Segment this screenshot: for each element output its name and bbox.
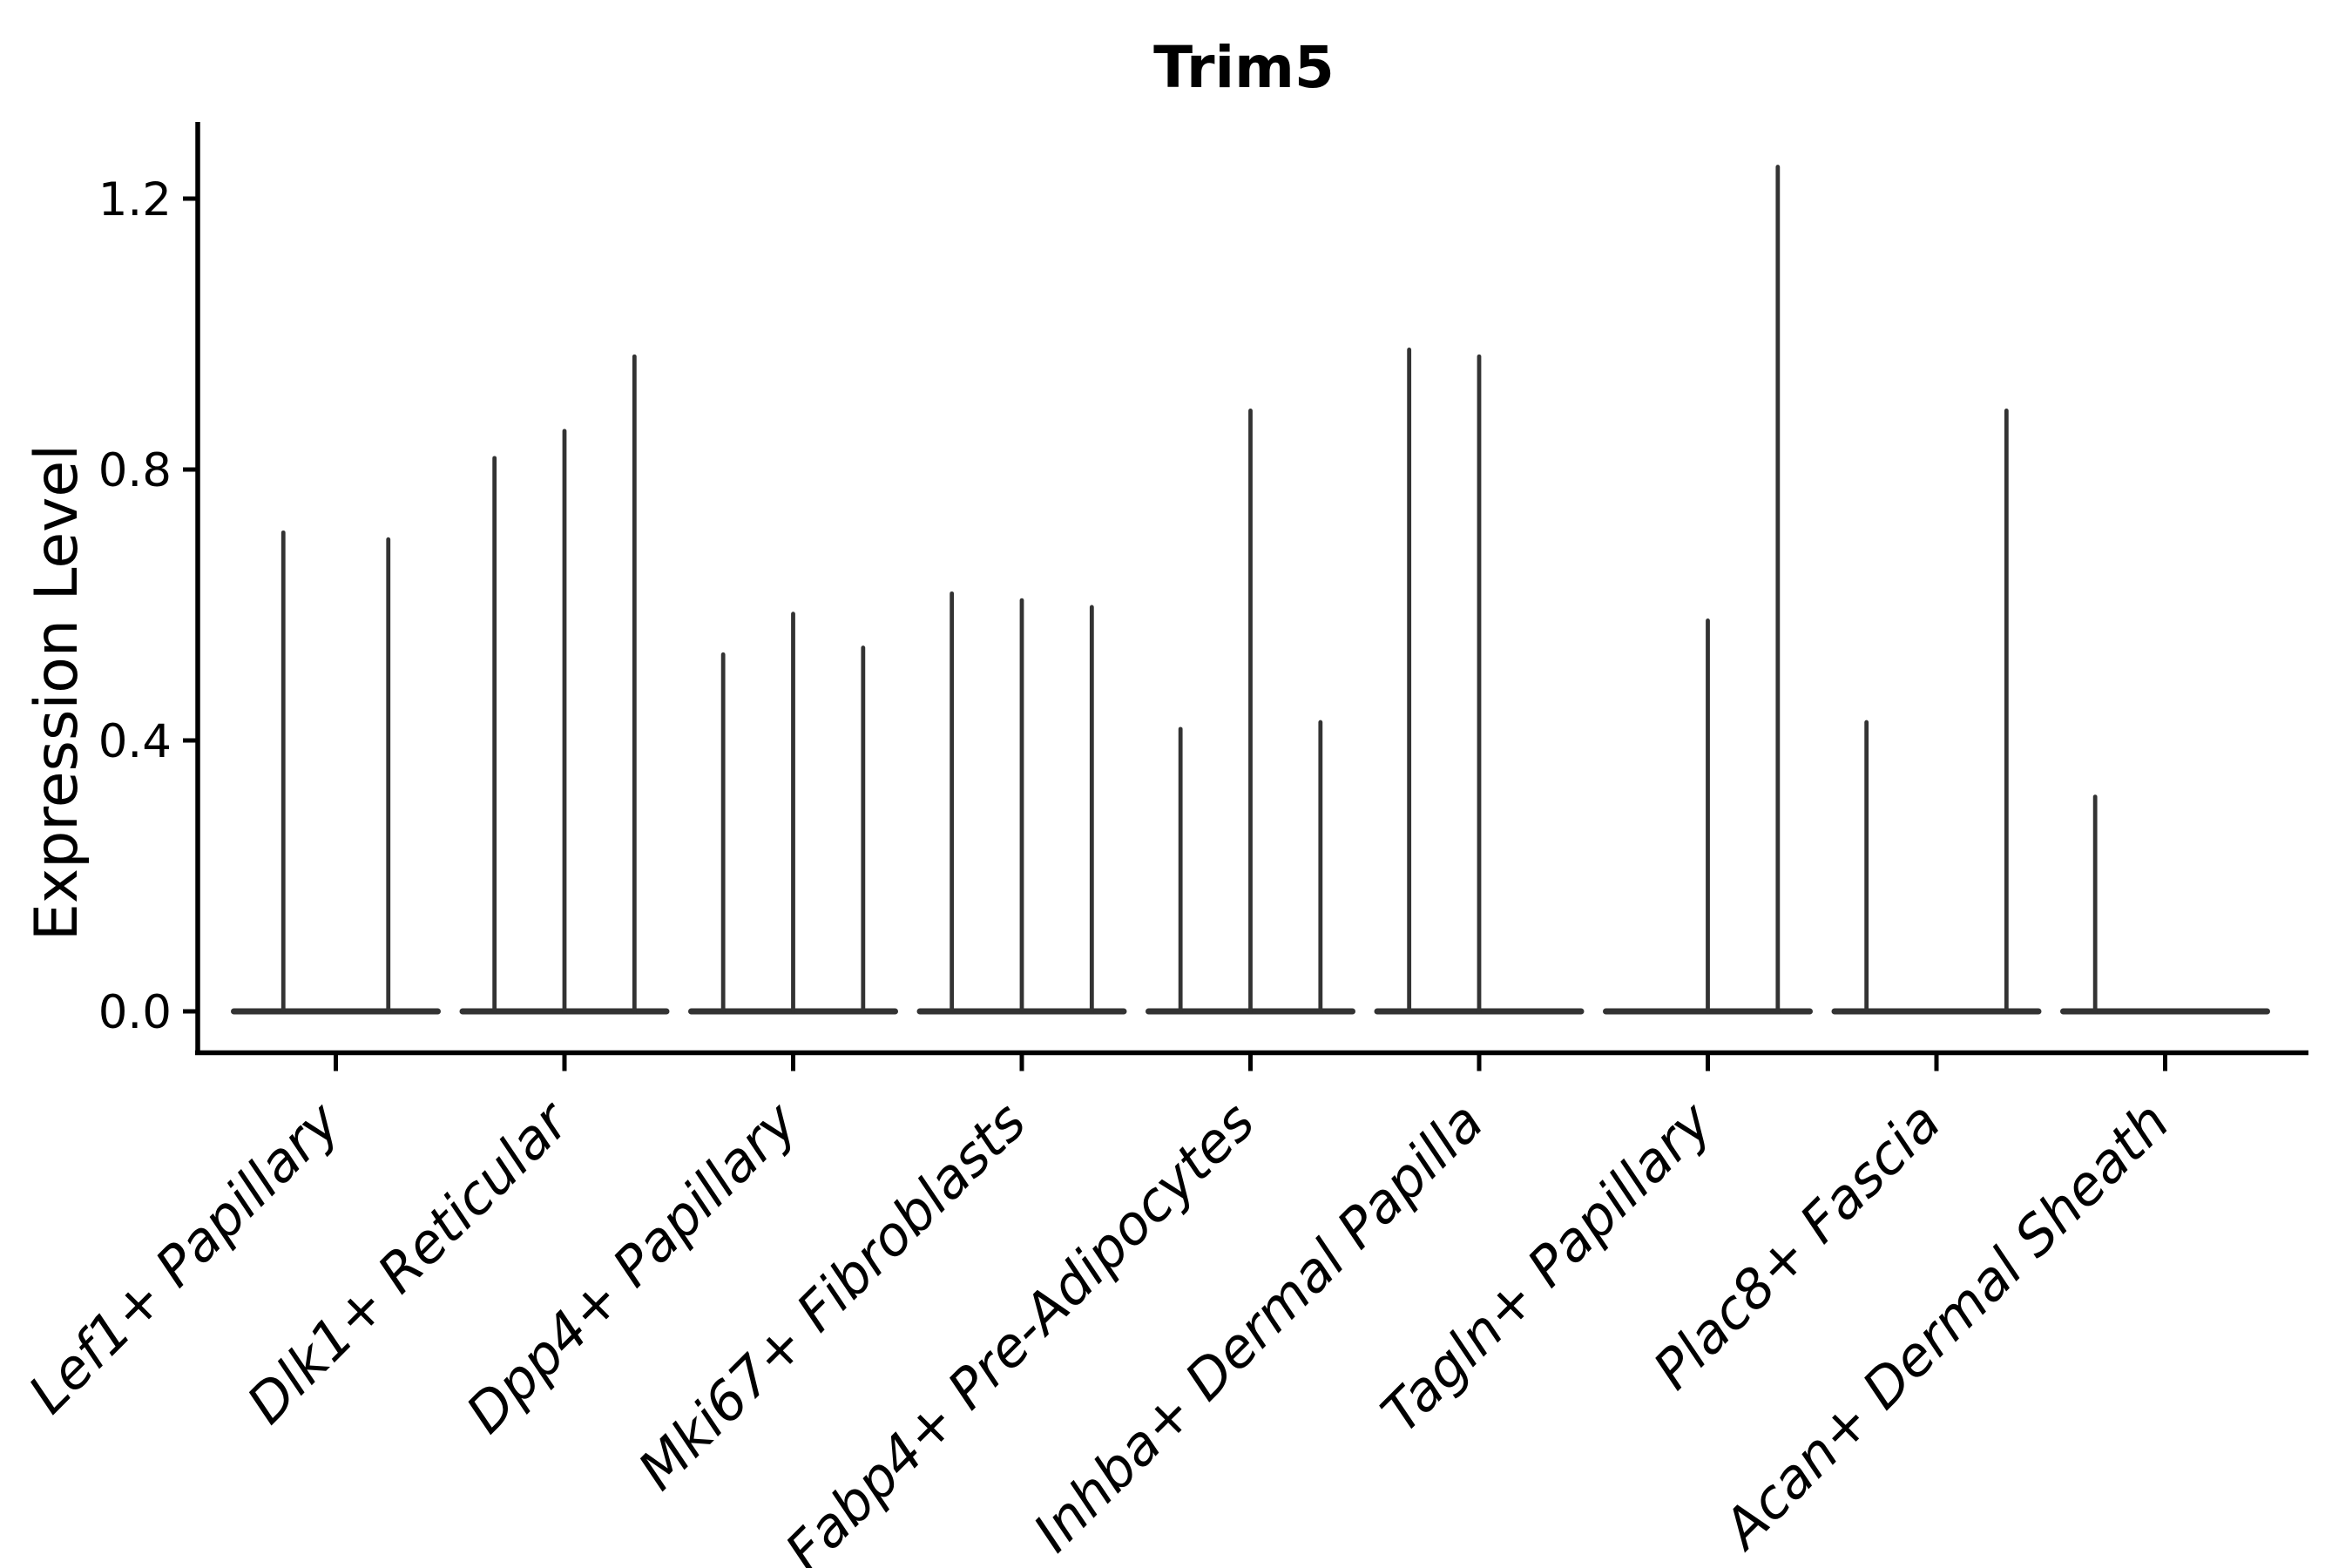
violin-spike bbox=[950, 591, 955, 1015]
violin-spike bbox=[1248, 409, 1253, 1015]
plot-title: Trim5 bbox=[1153, 34, 1335, 101]
x-tick-label: Fabp4+ Pre-Adipocytes bbox=[773, 1090, 1267, 1568]
violin-spike bbox=[1706, 618, 1710, 1015]
violin-spike bbox=[720, 652, 726, 1015]
violin-spike bbox=[1178, 727, 1183, 1015]
violin-spike bbox=[2004, 409, 2009, 1015]
y-axis-label: Expression Level bbox=[23, 444, 91, 941]
y-tick-label: 0.4 bbox=[98, 715, 172, 768]
violin-spike bbox=[861, 645, 866, 1015]
violin-group bbox=[916, 591, 1127, 1015]
violin-group bbox=[459, 354, 670, 1015]
violin-base bbox=[1831, 1008, 2042, 1015]
violin-spike bbox=[1089, 605, 1094, 1015]
violin-group bbox=[231, 530, 441, 1015]
violin-group bbox=[2060, 794, 2270, 1015]
violin-group bbox=[688, 612, 898, 1015]
x-tick-label: Inhba+ Dermal Papilla bbox=[1021, 1090, 1495, 1564]
y-tick-label: 0.8 bbox=[98, 444, 172, 497]
violin-spike bbox=[1864, 720, 1869, 1015]
violin-spike bbox=[791, 612, 795, 1015]
violin-spike bbox=[1407, 348, 1412, 1015]
y-tick-label: 1.2 bbox=[98, 173, 172, 226]
violin-spike bbox=[632, 354, 637, 1015]
violin-spike bbox=[386, 537, 391, 1015]
violin-spike bbox=[280, 530, 286, 1015]
violin-spike bbox=[1775, 165, 1781, 1015]
violin-spike bbox=[1318, 720, 1323, 1015]
violins bbox=[231, 165, 2270, 1015]
violin-base bbox=[231, 1008, 441, 1015]
violin-spike bbox=[562, 429, 567, 1015]
violin-spike bbox=[2092, 794, 2098, 1015]
violin-group bbox=[1146, 409, 1355, 1015]
violin-spike bbox=[1019, 598, 1024, 1015]
violin-group bbox=[1831, 409, 2042, 1015]
y-axis: 0.0 0.4 0.8 1.2 bbox=[98, 173, 198, 1039]
y-tick-label: 0.0 bbox=[98, 986, 172, 1039]
violin-base bbox=[2060, 1008, 2270, 1015]
x-tick-label: Acan+ Dermal Sheath bbox=[1708, 1090, 2181, 1563]
violin-group bbox=[1603, 165, 1813, 1015]
violin-group bbox=[1374, 348, 1585, 1015]
x-tick-label: Mki67+ Fibroblasts bbox=[625, 1090, 1037, 1502]
violin-spike bbox=[492, 456, 497, 1015]
violin-spike bbox=[1477, 354, 1482, 1015]
